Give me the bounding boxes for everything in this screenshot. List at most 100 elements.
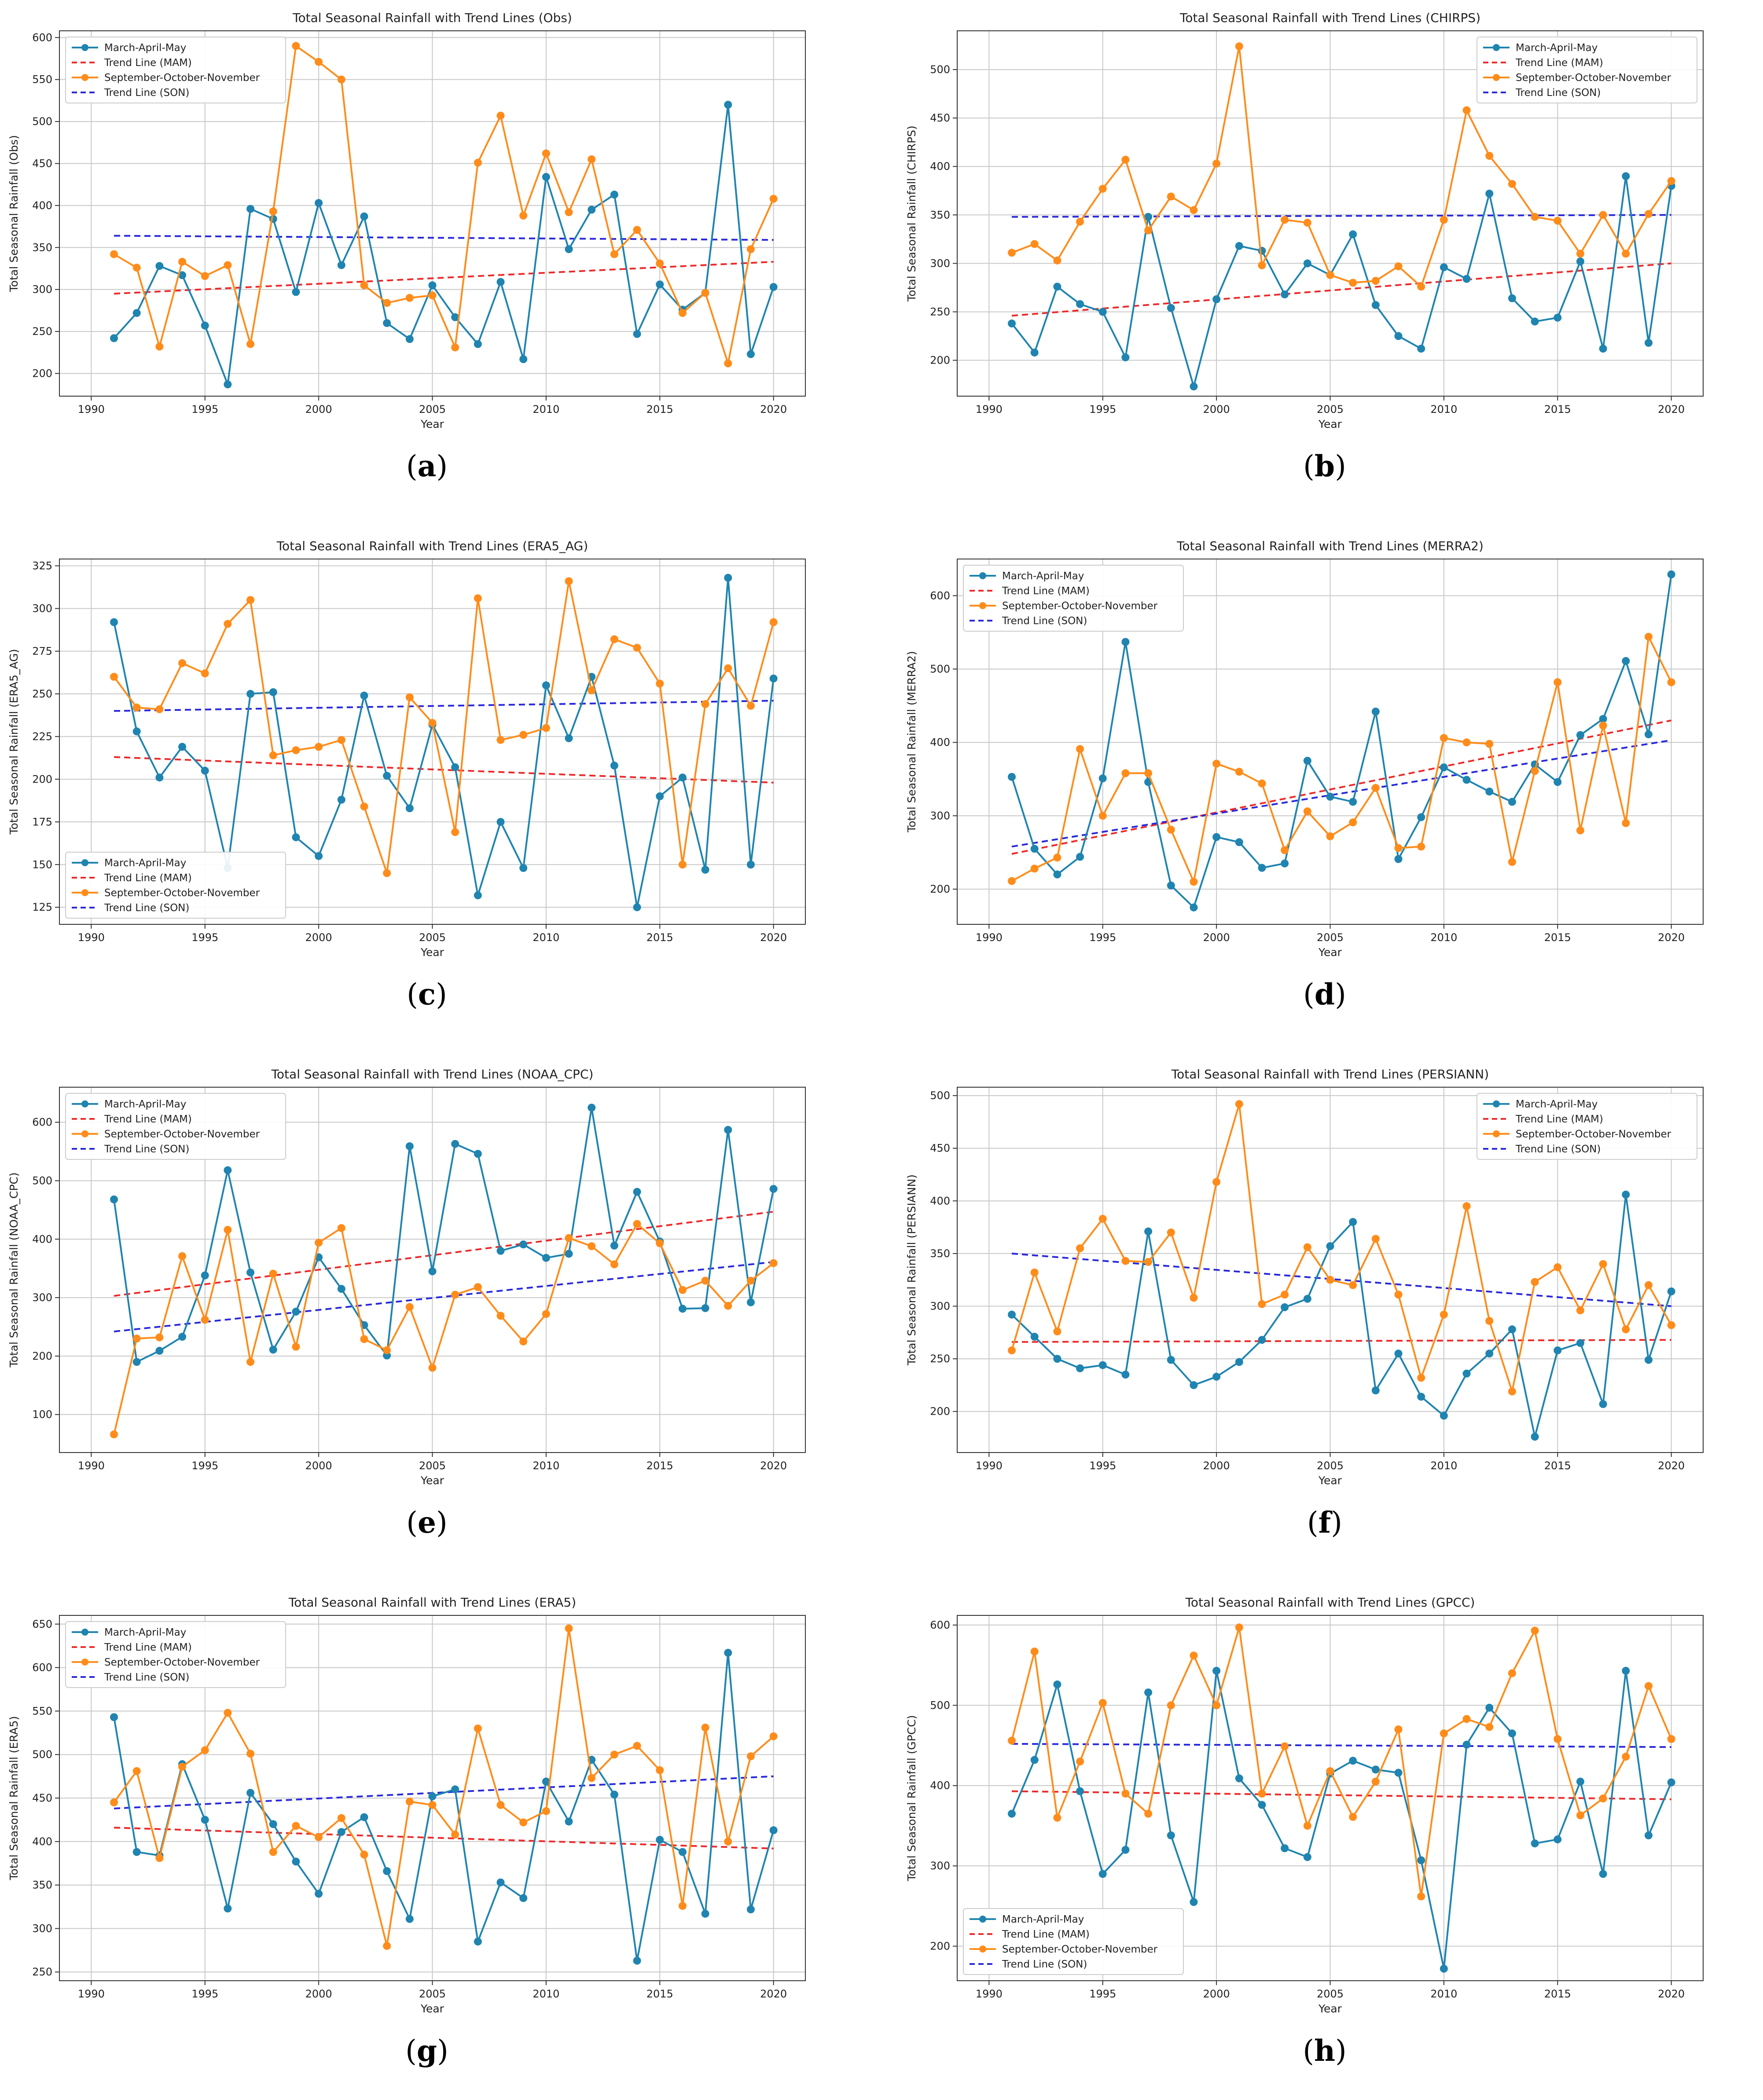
data-point-mam [1644,1356,1653,1364]
legend: March-April-May Trend Line (MAM) September… [1477,1093,1697,1160]
data-point-son [292,1342,300,1351]
y-tick-label: 250 [930,1353,950,1365]
data-point-son [565,208,573,217]
data-point-mam [178,1333,187,1341]
plot-frame [957,1087,1704,1453]
data-point-son [246,1358,255,1366]
data-point-mam [132,727,141,736]
data-point-son [1508,1669,1516,1677]
x-tick-label: 2015 [1544,1460,1571,1472]
data-point-son [1531,1626,1539,1635]
data-point-son [1258,780,1266,787]
data-point-son [1394,1291,1403,1299]
data-point-son [110,250,118,258]
data-point-son [496,111,505,120]
data-point-mam [1576,731,1584,739]
y-tick-label: 200 [930,1940,950,1953]
data-point-mam [656,280,664,289]
data-point-son [1667,177,1675,185]
plot-frame [957,1615,1704,1981]
x-tick-label: 2010 [1430,1460,1457,1472]
data-point-mam [496,1247,505,1255]
data-point-son [1326,1276,1334,1284]
legend: March-April-May Trend Line (MAM) September… [65,1621,286,1688]
data-point-mam [1303,1295,1311,1303]
data-point-son [1622,1753,1630,1761]
data-point-mam [405,1915,414,1923]
x-axis-label: Year [420,418,444,430]
data-point-son [1326,1767,1334,1775]
data-point-son [701,1276,709,1285]
x-tick-label: 2000 [1203,931,1230,944]
x-tick-label: 2005 [419,1460,446,1472]
data-point-son [1235,1623,1243,1632]
legend-label-mam: March-April-May [104,42,186,54]
x-tick-label: 1995 [1089,1460,1116,1472]
x-tick-label: 1995 [1089,403,1116,416]
chart-panel-b: Total Seasonal Rainfall with Trend Lines… [898,0,1752,489]
legend-box [963,565,1184,632]
data-point-son [292,1822,300,1830]
data-point-mam [1485,787,1494,796]
data-point-mam [1076,1787,1084,1795]
data-point-mam [474,1938,482,1946]
legend-label-son_trend: Trend Line (SON) [104,87,189,99]
x-tick-label: 2020 [760,1460,787,1472]
data-point-son [383,1346,391,1354]
data-point-son [1440,216,1448,224]
legend-label-son_trend: Trend Line (SON) [104,1144,189,1155]
data-point-mam [1167,881,1175,890]
x-tick-label: 2010 [533,931,559,944]
legend-marker-son [81,74,88,81]
y-tick-label: 350 [32,1879,52,1891]
legend-label-son: September-October-November [1002,1944,1158,1955]
chart-panel-a: Total Seasonal Rainfall with Trend Lines… [0,0,854,489]
chart-panel-e: Total Seasonal Rainfall with Trend Lines… [0,1056,854,1545]
data-point-mam [1235,242,1243,250]
data-point-mam [542,681,550,690]
data-point-mam [1303,1853,1311,1861]
y-tick-label: 500 [930,663,950,675]
data-point-son [1394,844,1403,852]
legend-label-son_trend: Trend Line (SON) [104,902,189,914]
plot-frame [957,30,1704,397]
legend: March-April-May Trend Line (MAM) September… [963,1908,1184,1975]
panel-label-g: (g) [405,2034,448,2068]
x-tick-label: 2020 [1658,931,1685,944]
x-tick-label: 2010 [533,1988,559,2000]
data-point-mam [1053,283,1061,291]
data-point-son [1098,1699,1107,1707]
data-point-mam [110,334,118,342]
chart-title: Total Seasonal Rainfall with Trend Lines… [1179,11,1480,25]
y-axis-label: Total Seasonal Rainfall (MERRA2) [905,651,918,833]
data-point-son [1576,1811,1584,1820]
data-point-mam [110,618,118,626]
data-point-son [337,75,345,84]
data-point-son [405,294,414,302]
data-point-mam [1121,353,1130,361]
data-point-son [1485,740,1494,748]
data-point-mam [724,1648,732,1657]
data-point-son [1212,1178,1221,1186]
series-line-son [113,1222,774,1435]
data-point-son [1121,1257,1130,1265]
legend-label-son: September-October-November [104,887,260,899]
legend-marker-mam [1493,1100,1500,1107]
y-axis-label: Total Seasonal Rainfall (GPCC) [905,1715,918,1881]
legend-marker-mam [81,1100,88,1107]
data-point-son [110,1430,118,1438]
data-point-mam [1281,1303,1289,1311]
data-point-son [1531,1278,1539,1286]
x-tick-label: 2010 [1430,1988,1457,2000]
panel-label-d: (d) [1303,977,1346,1011]
data-point-mam [656,792,664,801]
chart-gpcc: Total Seasonal Rainfall with Trend Lines… [905,1595,1704,2015]
data-point-son [1053,1327,1061,1335]
data-point-mam [1644,1831,1653,1839]
data-point-son [724,1837,732,1846]
data-point-mam [588,206,596,214]
data-point-son [1076,1244,1084,1252]
data-point-son [428,291,437,300]
legend-marker-son [81,1130,88,1137]
data-point-mam [724,574,732,582]
